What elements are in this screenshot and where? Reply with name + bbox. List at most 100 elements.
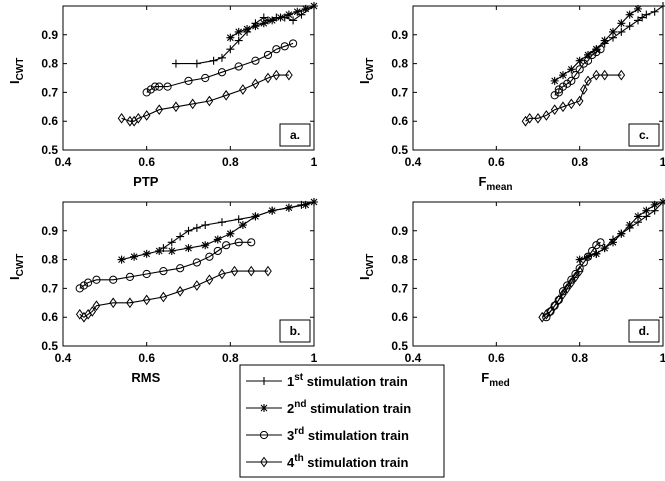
data-point	[559, 71, 567, 80]
series-line	[121, 74, 289, 122]
legend-text: stimulation train	[304, 455, 409, 470]
data-point	[542, 110, 551, 121]
data-point	[126, 297, 134, 309]
data-point	[592, 249, 601, 258]
y-tick-label: 0.7	[391, 281, 408, 295]
data-point	[583, 56, 593, 65]
data-point	[218, 268, 226, 280]
data-point	[251, 78, 260, 90]
data-point	[238, 221, 247, 230]
data-point	[217, 218, 226, 227]
data-point	[226, 33, 235, 42]
data-point	[293, 7, 302, 16]
series-circle	[550, 45, 605, 100]
data-point	[201, 221, 210, 230]
data-point	[239, 84, 247, 95]
data-point	[142, 294, 151, 306]
panel-label: d.	[639, 324, 650, 338]
x-axis-label: Fmed	[481, 370, 510, 389]
panel-label-box	[628, 319, 660, 343]
y-axis-label: ICWT	[357, 254, 376, 280]
data-point	[567, 277, 576, 289]
legend-ordinal-suffix: st	[294, 372, 304, 383]
legend-ordinal-suffix: nd	[294, 399, 306, 410]
data-point	[579, 59, 588, 68]
data-point	[583, 252, 593, 261]
data-point	[234, 36, 243, 45]
x-tick-label: 0.8	[571, 155, 588, 169]
data-point	[285, 69, 293, 81]
data-point	[558, 82, 568, 91]
x-tick-label: 0.6	[488, 351, 505, 365]
data-point	[159, 267, 168, 276]
legend-ordinal: 1	[287, 374, 294, 389]
data-point	[75, 308, 84, 320]
data-point	[192, 258, 201, 267]
series-star	[550, 4, 642, 85]
legend-label: 2nd stimulation train	[287, 399, 411, 416]
data-point	[555, 294, 563, 306]
data-point	[550, 300, 559, 312]
data-point	[288, 39, 298, 48]
data-point	[184, 76, 193, 85]
data-point	[563, 79, 572, 88]
x-tick-label: 0.4	[405, 351, 422, 365]
legend-ordinal-suffix: th	[294, 453, 303, 464]
data-point	[192, 223, 201, 232]
y-tick-label: 0.6	[391, 310, 408, 324]
data-point	[159, 291, 168, 303]
x-tick-label: 0.6	[138, 351, 155, 365]
data-point	[117, 255, 126, 264]
data-point	[272, 69, 281, 81]
panel-label: c.	[639, 128, 649, 142]
data-point	[234, 62, 243, 71]
series-star	[117, 198, 318, 264]
chart-panel-4: 0.4 0.6 0.8 1 0.5 0.6 0.7 0.8 0.9 Fmed ICWT d.	[357, 198, 665, 389]
y-tick-label: 0.7	[391, 85, 408, 99]
y-tick-label: 0.5	[391, 339, 408, 353]
legend-text: stimulation train	[306, 401, 411, 416]
panel-label: a.	[290, 128, 300, 142]
data-point	[84, 278, 93, 287]
data-point	[609, 238, 617, 247]
data-point	[575, 265, 584, 277]
y-tick-label: 0.6	[41, 114, 58, 128]
y-tick-label: 0.9	[41, 28, 58, 42]
panel-label-box	[279, 123, 311, 147]
y-tick-label: 0.8	[391, 57, 408, 71]
data-point	[92, 275, 101, 284]
y-tick-label: 0.6	[41, 310, 58, 324]
data-point	[234, 238, 243, 247]
data-point	[88, 306, 97, 317]
data-point	[226, 45, 235, 54]
x-tick-label: 1	[660, 155, 665, 169]
data-point	[213, 235, 222, 244]
data-point	[205, 252, 214, 261]
data-point	[263, 50, 273, 60]
y-tick-label: 0.5	[391, 143, 408, 157]
data-point	[584, 50, 592, 59]
data-point	[268, 206, 277, 215]
data-point	[251, 22, 260, 31]
x-tick-label: 0.4	[405, 155, 422, 169]
legend-label: 3rd stimulation train	[287, 426, 409, 443]
data-point	[209, 56, 218, 65]
data-point	[567, 65, 576, 74]
data-point	[268, 16, 277, 25]
data-point	[659, 198, 665, 206]
data-point	[284, 10, 293, 19]
data-point	[176, 285, 184, 297]
data-point	[155, 104, 164, 116]
data-point	[550, 104, 559, 116]
axes-frame	[62, 201, 315, 347]
data-point	[272, 45, 281, 54]
data-point	[588, 246, 597, 256]
data-point	[201, 241, 210, 250]
y-tick-label: 0.8	[41, 57, 58, 71]
data-point	[596, 238, 605, 247]
chart-panel-2: 0.4 0.6 0.8 1 0.5 0.6 0.7 0.8 0.9 RMS ICWT b.	[7, 198, 318, 385]
data-point	[310, 2, 318, 10]
data-point	[192, 59, 201, 68]
y-tick-label: 0.9	[391, 28, 408, 42]
legend-entry-4: 4th stimulation train	[246, 453, 408, 470]
